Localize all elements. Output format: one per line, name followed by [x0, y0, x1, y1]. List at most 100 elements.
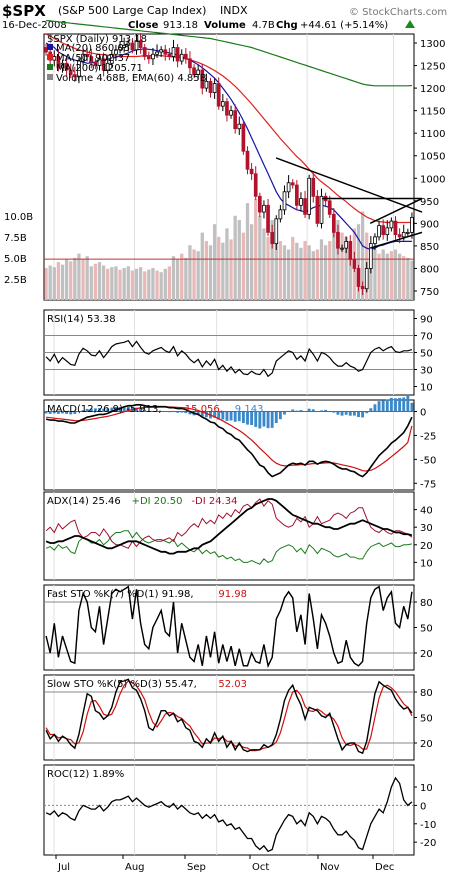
adx-legend-2: -DI 24.34	[191, 496, 237, 507]
macd-histogram-bar	[352, 411, 356, 416]
volume-bar	[373, 249, 377, 300]
ma20-line	[45, 42, 412, 251]
macd-histogram-bar	[250, 411, 254, 425]
macd-histogram-bar	[126, 406, 130, 412]
candle-body	[393, 220, 398, 236]
candle-body	[101, 58, 106, 71]
macd-histogram-bar	[307, 408, 311, 412]
macd-histogram-bar	[278, 411, 282, 420]
volume-bar	[196, 251, 200, 300]
candle-body	[373, 236, 377, 245]
volume-bar	[64, 259, 69, 300]
volume-tick-label: 10.0B	[4, 212, 33, 223]
volume-bar	[233, 215, 237, 300]
candle-body	[200, 69, 205, 89]
macd-histogram-bar	[246, 411, 249, 425]
volume-bar	[262, 228, 266, 300]
macd-histogram-bar	[237, 411, 241, 422]
date-label: 16-Dec-2008	[2, 20, 67, 31]
macd-histogram-bar	[262, 411, 266, 427]
macd-histogram-bar	[106, 408, 110, 412]
volume-bar	[118, 269, 122, 300]
volume-bar	[56, 262, 61, 300]
legend-swatch	[47, 54, 53, 60]
trendline	[275, 157, 423, 213]
volume-bar	[143, 271, 147, 300]
volume-tick-label: 5.0B	[4, 254, 27, 265]
macd-histogram-bar	[221, 411, 225, 420]
candle-body	[290, 182, 295, 186]
candle-body	[126, 42, 131, 46]
price-legend-title: $SPX (Daily) 913.18	[47, 34, 147, 45]
volume-bar	[163, 268, 167, 300]
trendline	[369, 231, 423, 249]
candle-body	[389, 220, 394, 229]
volume-bar	[229, 239, 233, 300]
candle-body	[241, 123, 246, 152]
slow_sto-legend-0: Slow STO %K(5) %D(3) 55.47,	[47, 679, 197, 690]
macd-signal-line	[46, 406, 413, 472]
candle-body	[282, 191, 287, 211]
macd-histogram-bar	[122, 406, 126, 412]
adx-y-label: 10	[420, 558, 433, 569]
volume-bar	[188, 245, 192, 300]
macd-histogram-bar	[98, 408, 101, 412]
volume-bar	[323, 245, 328, 300]
candle-body	[97, 58, 102, 66]
candle-body	[56, 56, 61, 69]
volume-bar	[110, 267, 114, 300]
volume-bar	[360, 211, 365, 300]
macd-histogram-bar	[81, 410, 85, 412]
rsi-y-label: 70	[420, 332, 433, 343]
x-axis-label: Dec	[375, 862, 394, 873]
volume-bar	[249, 224, 254, 300]
candle-body	[72, 74, 77, 78]
volume-bar	[180, 253, 184, 300]
macd-histogram-bar	[196, 411, 200, 416]
macd-histogram-bar	[320, 410, 323, 412]
candle-body	[229, 110, 233, 116]
candle-body	[299, 198, 303, 206]
macd-histogram-bar	[406, 394, 410, 412]
macd-legend-1: -15.056,	[181, 404, 223, 415]
ma200-line	[46, 19, 412, 87]
candle-body	[270, 231, 275, 245]
macd-histogram-bar	[274, 411, 278, 423]
candle-body	[192, 67, 196, 75]
ma50-line	[45, 33, 412, 224]
volume-bar	[48, 265, 52, 300]
macd-histogram-bar	[394, 398, 397, 412]
volume-bar	[410, 260, 414, 300]
chg-value: +44.61 (+5.14%)	[300, 20, 388, 31]
macd-histogram-bar	[266, 411, 270, 429]
macd-histogram-bar	[73, 411, 77, 414]
macd-histogram-bar	[110, 407, 114, 412]
volume-bar	[77, 253, 81, 300]
candle-body	[233, 110, 238, 130]
candle-body	[249, 168, 254, 175]
volume-bar	[167, 266, 172, 300]
slow_sto-y-label: 50	[420, 714, 433, 725]
macd-y-label: -25	[420, 431, 436, 442]
candle-body	[377, 225, 381, 238]
candle-body	[253, 173, 258, 197]
rsi-y-label: 50	[420, 349, 433, 360]
adx-legend-1: +DI 20.50	[132, 496, 183, 507]
chg-label: Chg	[276, 20, 298, 31]
volume-bar	[155, 270, 159, 300]
macd-histogram-bar	[44, 411, 48, 414]
macd-legend-2: 9.143	[235, 404, 264, 415]
roc-line	[45, 776, 413, 853]
volume-bar	[106, 268, 110, 300]
candle-body	[93, 61, 98, 66]
minus-di-line	[45, 498, 413, 549]
volume-bar	[291, 236, 295, 300]
candle-body	[183, 53, 188, 60]
volume-bar	[217, 236, 221, 300]
volume-bar	[340, 232, 344, 300]
volume-bar	[44, 267, 48, 300]
macd-histogram-bar	[180, 411, 184, 413]
price-y-label: 1300	[420, 39, 445, 50]
volume-bar	[60, 264, 65, 300]
fast_sto-legend-0: Fast STO %K(7) %D(1) 91.98,	[47, 589, 194, 600]
